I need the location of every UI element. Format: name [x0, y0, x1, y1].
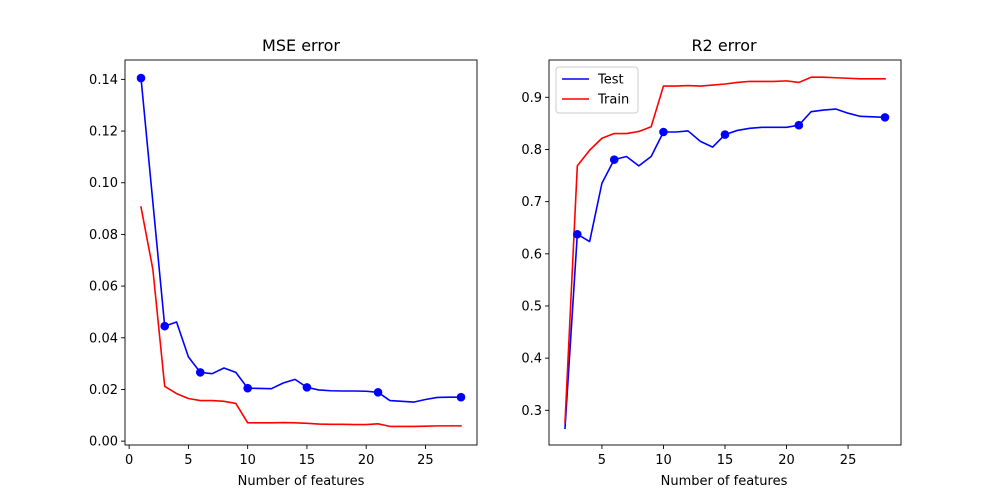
r2-x-tick-label: 5 — [598, 453, 606, 468]
mse-x-tick-label: 10 — [239, 453, 256, 468]
r2-legend: Test Train — [555, 66, 639, 114]
r2-y-tick-label: 0.6 — [521, 247, 542, 262]
mse-y-tick-label: 0.04 — [89, 331, 118, 346]
mse-y-tick-label: 0.12 — [89, 125, 118, 140]
r2-test-marker — [573, 229, 582, 239]
r2-error-panel: R2 error Number of features 5 10 15 20 25 0.3… — [521, 36, 902, 489]
r2-x-tick-label: 15 — [717, 453, 734, 468]
r2-y-tick-label: 0.7 — [521, 195, 542, 210]
mse-test-marker — [373, 387, 383, 397]
r2-test-marker — [794, 120, 804, 130]
r2-y-tick-label: 0.5 — [521, 299, 542, 314]
mse-x-tick-label: 15 — [299, 453, 316, 468]
mse-test-marker — [160, 321, 169, 331]
mse-x-axis-label: Number of features — [238, 474, 365, 489]
r2-y-tick-label: 0.9 — [521, 91, 542, 106]
r2-train-line — [564, 76, 886, 424]
r2-y-tick-label: 0.4 — [521, 352, 542, 367]
mse-y-tick-label: 0.02 — [89, 383, 118, 398]
r2-x-tick-label: 20 — [778, 453, 795, 468]
r2-test-marker — [720, 130, 730, 139]
mse-chart-title: MSE error — [262, 36, 340, 55]
mse-x-tick-label: 20 — [358, 453, 375, 468]
mse-y-tick-label: 0.14 — [89, 73, 118, 88]
r2-test-marker — [880, 113, 890, 122]
mse-axes-frame — [124, 59, 478, 446]
r2-legend-label-train: Train — [597, 93, 629, 108]
mse-y-tick-label: 0.08 — [89, 228, 118, 243]
r2-x-tick-label: 25 — [840, 453, 857, 468]
r2-y-tick-label: 0.8 — [521, 143, 542, 158]
r2-y-tick-label: 0.3 — [521, 404, 542, 419]
r2-legend-label-test: Test — [597, 73, 624, 88]
mse-test-marker — [243, 383, 252, 393]
mse-test-marker — [195, 368, 205, 377]
mse-y-tick-label: 0.06 — [89, 280, 118, 295]
mse-train-line — [140, 206, 462, 428]
mse-x-tick-label: 25 — [417, 453, 434, 468]
mse-test-marker — [136, 73, 146, 83]
r2-test-marker — [659, 127, 668, 137]
mse-error-panel: MSE error Number of features 0 5 10 15 20 25 0… — [89, 36, 478, 489]
mse-y-tick-label: 0.10 — [89, 176, 118, 191]
r2-test-marker — [609, 155, 619, 164]
mse-x-tick-label: 0 — [125, 453, 133, 468]
mse-test-marker — [456, 392, 466, 402]
mse-y-tick-label: 0.00 — [89, 435, 118, 450]
r2-x-tick-label: 10 — [655, 453, 672, 468]
r2-x-axis-label: Number of features — [661, 474, 788, 489]
r2-chart-title: R2 error — [691, 36, 757, 55]
mse-x-tick-label: 5 — [184, 453, 192, 468]
mse-test-marker — [302, 383, 312, 392]
